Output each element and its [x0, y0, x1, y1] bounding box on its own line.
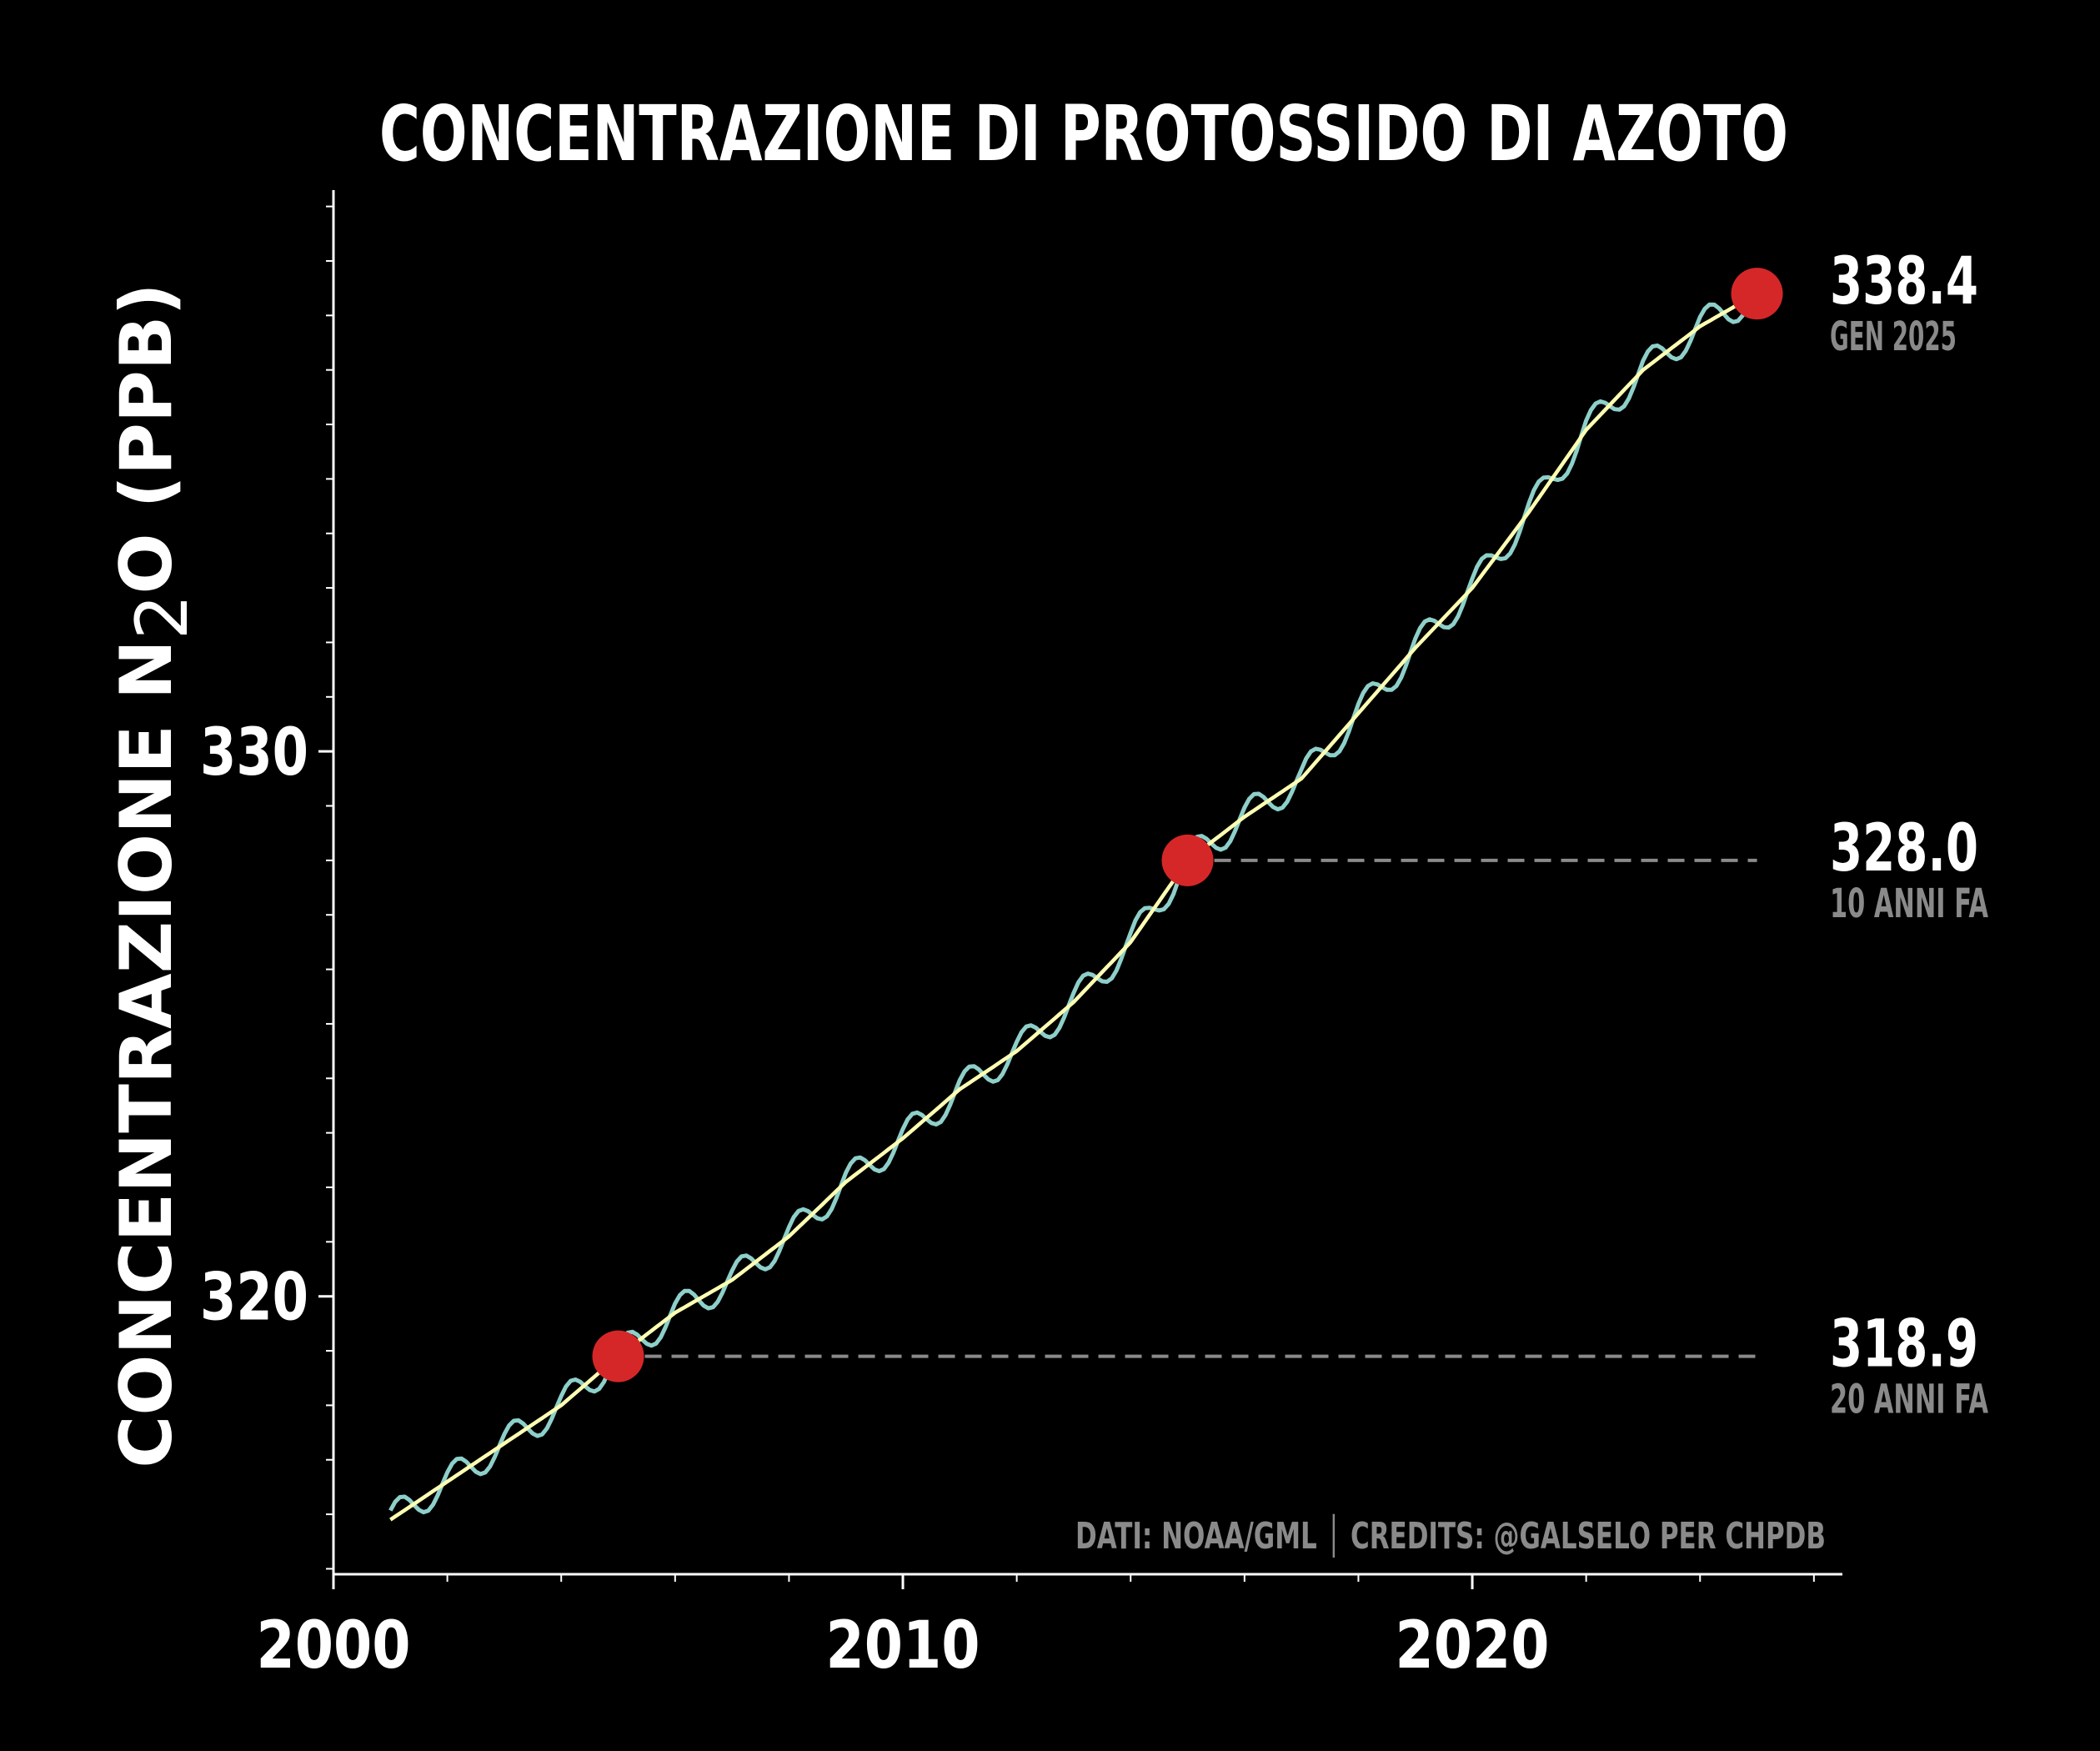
y-axis-label-prefix: CONCENTRAZIONE N — [105, 640, 188, 1468]
credits-text: DATI: NOAA/GML │ CREDITS: @GALSELO PER C… — [1075, 1513, 1826, 1558]
x-tick-label: 2020 — [1396, 1608, 1550, 1683]
highlight-markers — [592, 268, 1783, 1382]
highlight-marker — [1731, 268, 1783, 320]
highlight-value-label: 338.4 — [1830, 244, 1978, 319]
highlight-value-label: 318.9 — [1830, 1307, 1978, 1382]
y-axis-label: CONCENTRAZIONE N2O (PPB) — [105, 283, 204, 1468]
highlight-marker — [1161, 834, 1214, 886]
reference-lines — [618, 858, 1757, 1358]
chart-title: CONCENTRAZIONE DI PROTOSSIDO DI AZOTO — [379, 89, 1788, 178]
series-trend-line — [389, 292, 1758, 1522]
highlight-sub-label: GEN 2025 — [1830, 314, 1957, 360]
highlight-sub-label: 10 ANNI FA — [1830, 881, 1988, 927]
y-tick-label: 320 — [200, 1261, 308, 1336]
y-axis-label-subscript: 2 — [121, 594, 204, 640]
series-monthly-line — [388, 283, 1759, 1515]
axis-ticks: 2000 2010 2020 320 330 — [200, 205, 1815, 1683]
highlight-value-label: 328.0 — [1830, 811, 1978, 886]
y-axis-label-suffix: O (PPB) — [105, 283, 188, 594]
highlight-sub-label: 20 ANNI FA — [1830, 1377, 1988, 1423]
y-tick-label: 330 — [200, 715, 308, 790]
x-tick-label: 2010 — [826, 1608, 980, 1683]
x-tick-label: 2000 — [257, 1608, 411, 1683]
highlight-marker — [592, 1330, 644, 1382]
